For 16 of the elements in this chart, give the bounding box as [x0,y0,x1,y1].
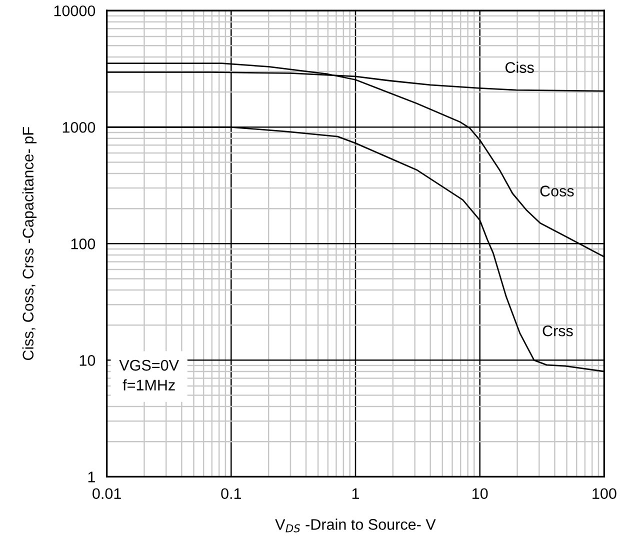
series-label: Ciss [505,62,534,73]
annotation: VGS=0V f=1MHz [119,360,179,390]
y-tick-label: 10000 [54,5,96,16]
y-tick-label: 1000 [62,122,96,133]
x-axis-title: V$_{DS}$ -Drain to Source- V [275,518,436,532]
x-tick-label: 10 [472,488,488,500]
y-tick-label: 1 [88,472,95,482]
y-axis-title: Ciss, Coss, Crss -Capacitance- pF [22,127,37,360]
x-tick-label: 1 [352,488,360,499]
x-tick-label: 0.01 [92,488,121,500]
y-tick-label: 100 [71,238,96,250]
y-tick-label: 10 [80,355,96,366]
series-label: Coss [540,186,574,196]
x-tick-label: 0.1 [221,488,242,500]
series-label: Crss [542,325,573,336]
x-tick-label: 100 [592,488,616,500]
